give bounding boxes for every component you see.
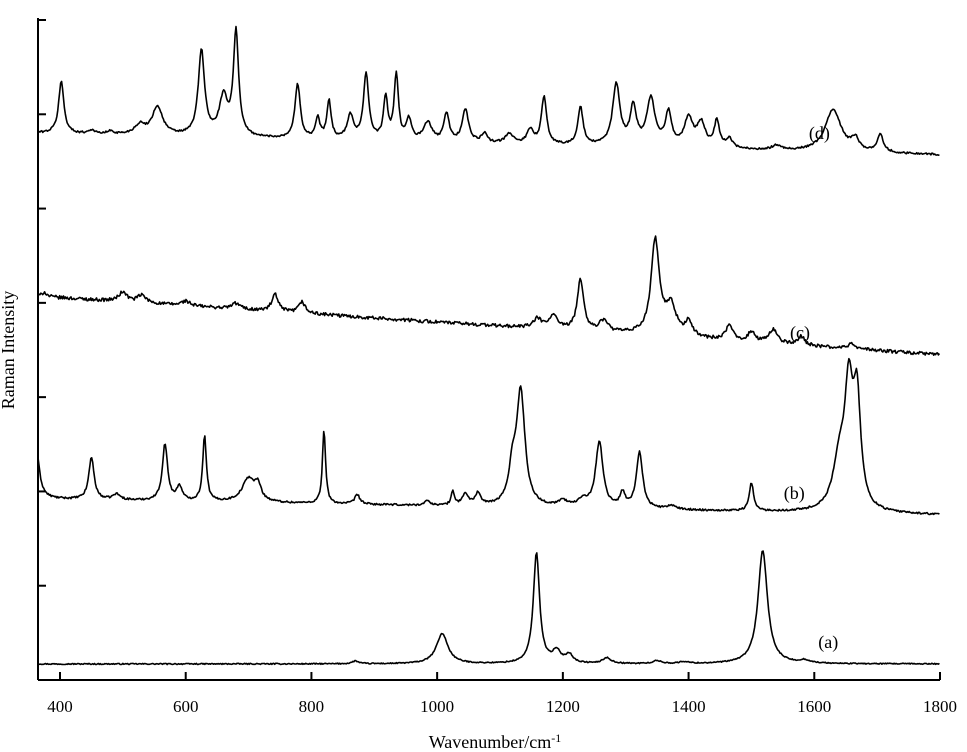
x-tick-label-800: 800 <box>299 697 325 716</box>
x-axis-title-superscript: -1 <box>551 731 561 745</box>
spectrum-line-b <box>37 357 940 516</box>
spectra-series-group <box>37 25 941 666</box>
x-tick-label-1800: 1800 <box>923 697 957 716</box>
series-label-b: (b) <box>784 483 805 504</box>
series-labels-group: (a) (b) (c) (d) <box>784 123 839 653</box>
spectrum-line-a <box>37 550 940 666</box>
x-axis-title: Wavenumber/cm-1 <box>429 731 562 752</box>
x-tick-label-1200: 1200 <box>546 697 580 716</box>
x-tick-label-1600: 1600 <box>797 697 831 716</box>
x-tick-label-600: 600 <box>173 697 199 716</box>
series-label-d: (d) <box>809 123 830 144</box>
x-tick-label-1400: 1400 <box>672 697 706 716</box>
x-axis-title-text: Wavenumber/cm <box>429 732 552 752</box>
y-axis-title: Raman Intensity <box>0 291 18 409</box>
series-label-c: (c) <box>790 323 810 344</box>
y-axis <box>37 18 46 681</box>
x-tick-label-1000: 1000 <box>420 697 454 716</box>
x-tick-label-400: 400 <box>47 697 73 716</box>
series-label-a: (a) <box>818 632 838 653</box>
spectrum-line-c <box>37 235 941 357</box>
spectrum-line-d <box>37 25 940 156</box>
x-axis: 400 600 800 1000 1200 1400 1600 1800 <box>38 672 957 716</box>
